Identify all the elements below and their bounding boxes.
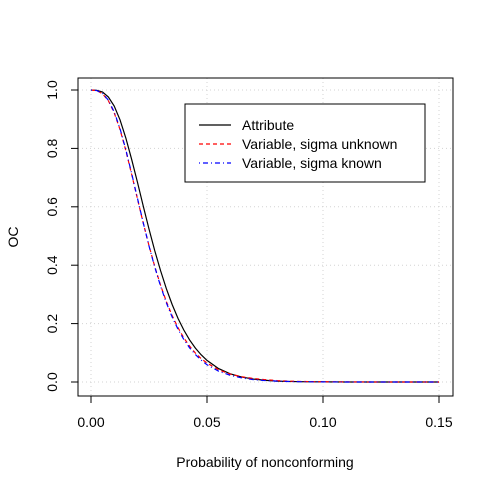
legend-label-3: Variable, sigma known xyxy=(242,155,382,171)
y-tick-label: 0.4 xyxy=(44,255,60,275)
x-tick-label: 0.05 xyxy=(193,414,220,430)
x-axis: 0.00 0.05 0.10 0.15 xyxy=(77,395,453,430)
y-axis: 0.0 0.2 0.4 0.6 0.8 1.0 xyxy=(44,80,79,392)
legend-label-1: Attribute xyxy=(242,117,294,133)
y-tick-label: 0.2 xyxy=(44,314,60,334)
x-axis-label: Probability of nonconforming xyxy=(176,454,353,470)
x-tick-label: 0.15 xyxy=(425,414,452,430)
legend-label-2: Variable, sigma unknown xyxy=(242,136,397,152)
y-tick-label: 0.0 xyxy=(44,372,60,392)
y-axis-label: OC xyxy=(5,227,21,248)
legend-box xyxy=(184,103,426,183)
x-tick-label: 0.10 xyxy=(309,414,336,430)
y-tick-label: 1.0 xyxy=(44,80,60,100)
x-tick-label: 0.00 xyxy=(77,414,104,430)
legend: Attribute Variable, sigma unknown Variable… xyxy=(184,103,426,183)
y-tick-label: 0.8 xyxy=(44,138,60,158)
y-tick-label: 0.6 xyxy=(44,197,60,217)
series-line-3 xyxy=(90,89,439,383)
series-lines xyxy=(90,89,439,383)
